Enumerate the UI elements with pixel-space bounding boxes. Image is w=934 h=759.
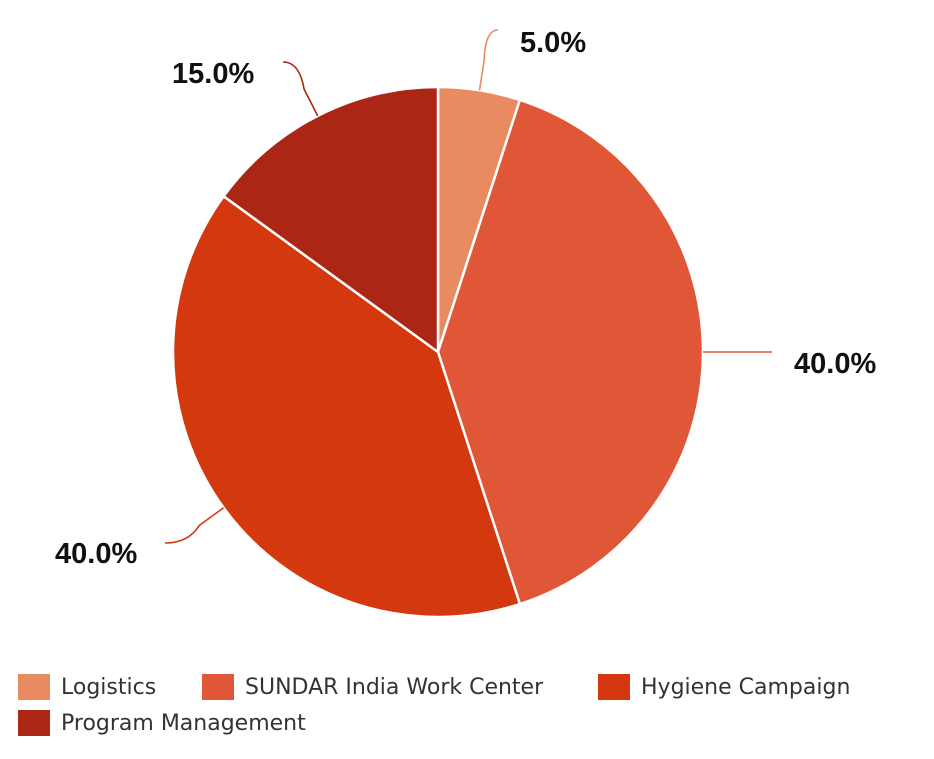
- legend-swatch: [202, 674, 234, 700]
- pie-slice-hygiene-campaign: [171, 194, 522, 619]
- pie-label-hygiene-campaign: 40.0%: [55, 538, 137, 570]
- pie-label-logistics: 5.0%: [520, 27, 586, 59]
- pie-label-program-management: 15.0%: [172, 58, 254, 90]
- legend-label: Hygiene Campaign: [641, 674, 851, 700]
- legend-item-hygiene-campaign[interactable]: Hygiene Campaign: [598, 672, 850, 702]
- legend-label: Logistics: [61, 674, 157, 700]
- legend-item-sundar-india-work-center[interactable]: SUNDAR India Work Center: [202, 672, 543, 702]
- legend-swatch: [18, 710, 50, 736]
- pie-connector-logistics: [478, 29, 499, 91]
- pie-connector-program-management: [282, 61, 319, 117]
- legend-item-logistics[interactable]: Logistics: [18, 672, 156, 702]
- pie-label-sundar-india-work-center: 40.0%: [794, 348, 876, 380]
- pie-connector-hygiene-campaign: [164, 507, 225, 544]
- legend-label: Program Management: [61, 710, 306, 736]
- pie-slice-program-management: [222, 85, 440, 354]
- legend-swatch: [598, 674, 630, 700]
- legend-swatch: [18, 674, 50, 700]
- pie-chart-svg: 5.0% 40.0% 40.0% 15.0%: [55, 27, 876, 619]
- legend-item-program-management[interactable]: Program Management: [18, 708, 306, 738]
- legend-label: SUNDAR India Work Center: [245, 674, 544, 700]
